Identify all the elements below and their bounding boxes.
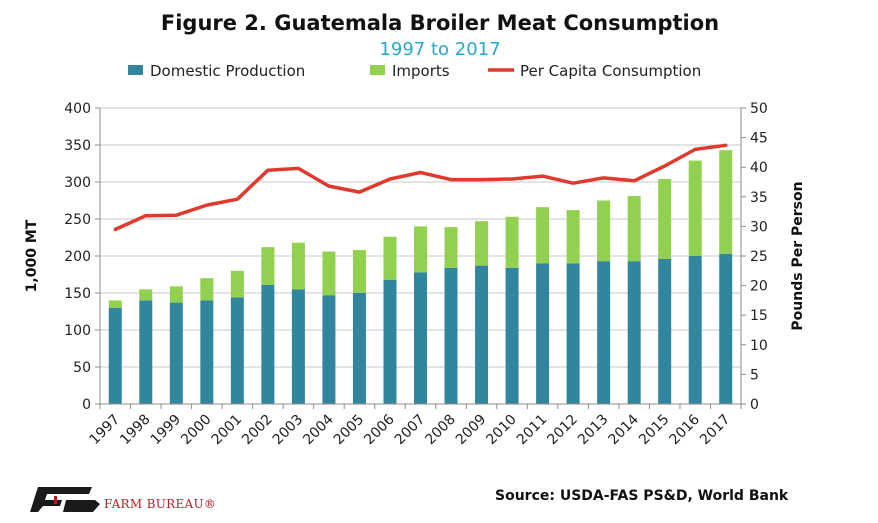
brand-name: FARM BUREAU®: [104, 497, 216, 511]
imports-bar: [291, 242, 305, 290]
y2-tick-label: 40: [750, 160, 768, 176]
imports-bar: [536, 207, 550, 264]
domestic-production-bar: [200, 300, 214, 404]
chart-title: Figure 2. Guatemala Broiler Meat Consump…: [161, 11, 719, 35]
imports-bar: [597, 200, 611, 262]
imports-bar: [230, 270, 244, 298]
y2-tick-label: 20: [750, 279, 768, 295]
imports-bar: [505, 216, 519, 268]
imports-bar: [688, 160, 702, 256]
imports-bar: [322, 251, 336, 296]
x-tick-label: 2001: [209, 412, 246, 449]
y2-tick-label: 5: [750, 367, 759, 383]
imports-bar: [200, 278, 214, 301]
y-tick-label: 200: [64, 249, 91, 265]
x-tick-label: 1999: [148, 412, 185, 449]
domestic-production-bar: [139, 300, 153, 404]
y2-tick-label: 35: [750, 190, 768, 206]
x-tick-label: 2015: [636, 412, 673, 449]
y2-tick-label: 10: [750, 338, 768, 354]
x-tick-label: 2006: [361, 411, 398, 448]
domestic-production-bar: [383, 279, 397, 404]
x-tick-label: 2013: [575, 412, 612, 449]
imports-bar: [352, 250, 366, 293]
y-tick-label: 400: [64, 101, 91, 117]
x-tick-label: 2002: [239, 412, 276, 449]
y2-tick-label: 50: [750, 101, 768, 117]
x-tick-label: 2008: [422, 412, 459, 449]
bars: [108, 150, 733, 404]
source-note: Source: USDA-FAS PS&D, World Bank: [495, 488, 789, 504]
x-tick-label: 2000: [178, 412, 215, 449]
x-tick-label: 2003: [270, 412, 307, 449]
domestic-production-bar: [322, 295, 336, 404]
x-tick-label: 2011: [514, 412, 551, 449]
x-tick-label: 1997: [87, 412, 124, 449]
x-tick-label: 2005: [331, 412, 368, 449]
imports-bar: [566, 210, 580, 264]
imports-bar: [658, 179, 672, 259]
x-tick-label: 2014: [605, 411, 642, 448]
legend-label-domestic-production: Domestic Production: [150, 62, 305, 80]
y-tick-label: 0: [82, 397, 91, 413]
imports-bar: [169, 286, 183, 303]
per-capita-line-group: [113, 143, 728, 232]
imports-bar: [719, 150, 733, 254]
domestic-production-bar: [719, 253, 733, 404]
domestic-production-bar: [230, 297, 244, 404]
domestic-production-bar: [108, 307, 122, 404]
domestic-production-bar: [688, 256, 702, 404]
y-tick-label: 100: [64, 323, 91, 339]
domestic-production-bar: [261, 284, 275, 404]
domestic-production-bar: [291, 289, 305, 404]
x-tick-label: 2010: [483, 412, 520, 449]
y-tick-label: 250: [64, 212, 91, 228]
domestic-production-bar: [444, 267, 458, 404]
y2-axis-title: Pounds Per Person: [790, 181, 806, 330]
y-tick-label: 300: [64, 175, 91, 191]
legend-swatch-imports: [370, 65, 385, 75]
y-tick-label: 50: [73, 360, 91, 376]
legend-label-per-capita-consumption: Per Capita Consumption: [520, 62, 701, 80]
x-tick-label: 2009: [453, 412, 490, 449]
farm-bureau-logo-icon: [30, 487, 100, 512]
domestic-production-bar: [505, 267, 519, 404]
chart-subtitle: 1997 to 2017: [379, 39, 500, 60]
domestic-production-bar: [475, 265, 489, 404]
domestic-production-bar: [414, 272, 427, 404]
x-tick-label: 2012: [544, 412, 581, 449]
y2-tick-label: 15: [750, 308, 768, 324]
domestic-production-bar: [352, 293, 366, 404]
domestic-production-bar: [597, 261, 611, 404]
legend: Domestic Production Imports Per Capita Con…: [128, 62, 701, 80]
imports-bar: [475, 221, 489, 266]
x-tick-label: 2017: [697, 412, 734, 449]
domestic-production-bar: [627, 261, 641, 404]
x-tick-label: 1998: [117, 412, 154, 449]
y2-tick-label: 30: [750, 219, 768, 235]
imports-bar: [108, 300, 122, 308]
legend-label-imports: Imports: [392, 62, 450, 80]
imports-bar: [261, 247, 275, 285]
legend-swatch-domestic-production: [128, 65, 143, 75]
x-tick-label: 2004: [300, 411, 337, 448]
imports-bar: [414, 226, 427, 273]
imports-bar: [444, 227, 458, 268]
domestic-production-bar: [566, 263, 580, 404]
x-tick-label: 2007: [392, 412, 429, 449]
y2-tick-label: 45: [750, 131, 768, 147]
imports-bar: [627, 196, 641, 262]
imports-bar: [139, 289, 153, 301]
domestic-production-bar: [658, 258, 672, 404]
domestic-production-bar: [169, 302, 183, 404]
y-tick-label: 350: [64, 138, 91, 154]
x-tick-label: 2016: [667, 411, 704, 448]
y2-tick-label: 25: [750, 249, 768, 265]
y2-tick-label: 0: [750, 397, 759, 413]
y-axis-title: 1,000 MT: [24, 219, 40, 292]
y-tick-label: 150: [64, 286, 91, 302]
domestic-production-bar: [536, 263, 550, 404]
imports-bar: [383, 236, 397, 280]
